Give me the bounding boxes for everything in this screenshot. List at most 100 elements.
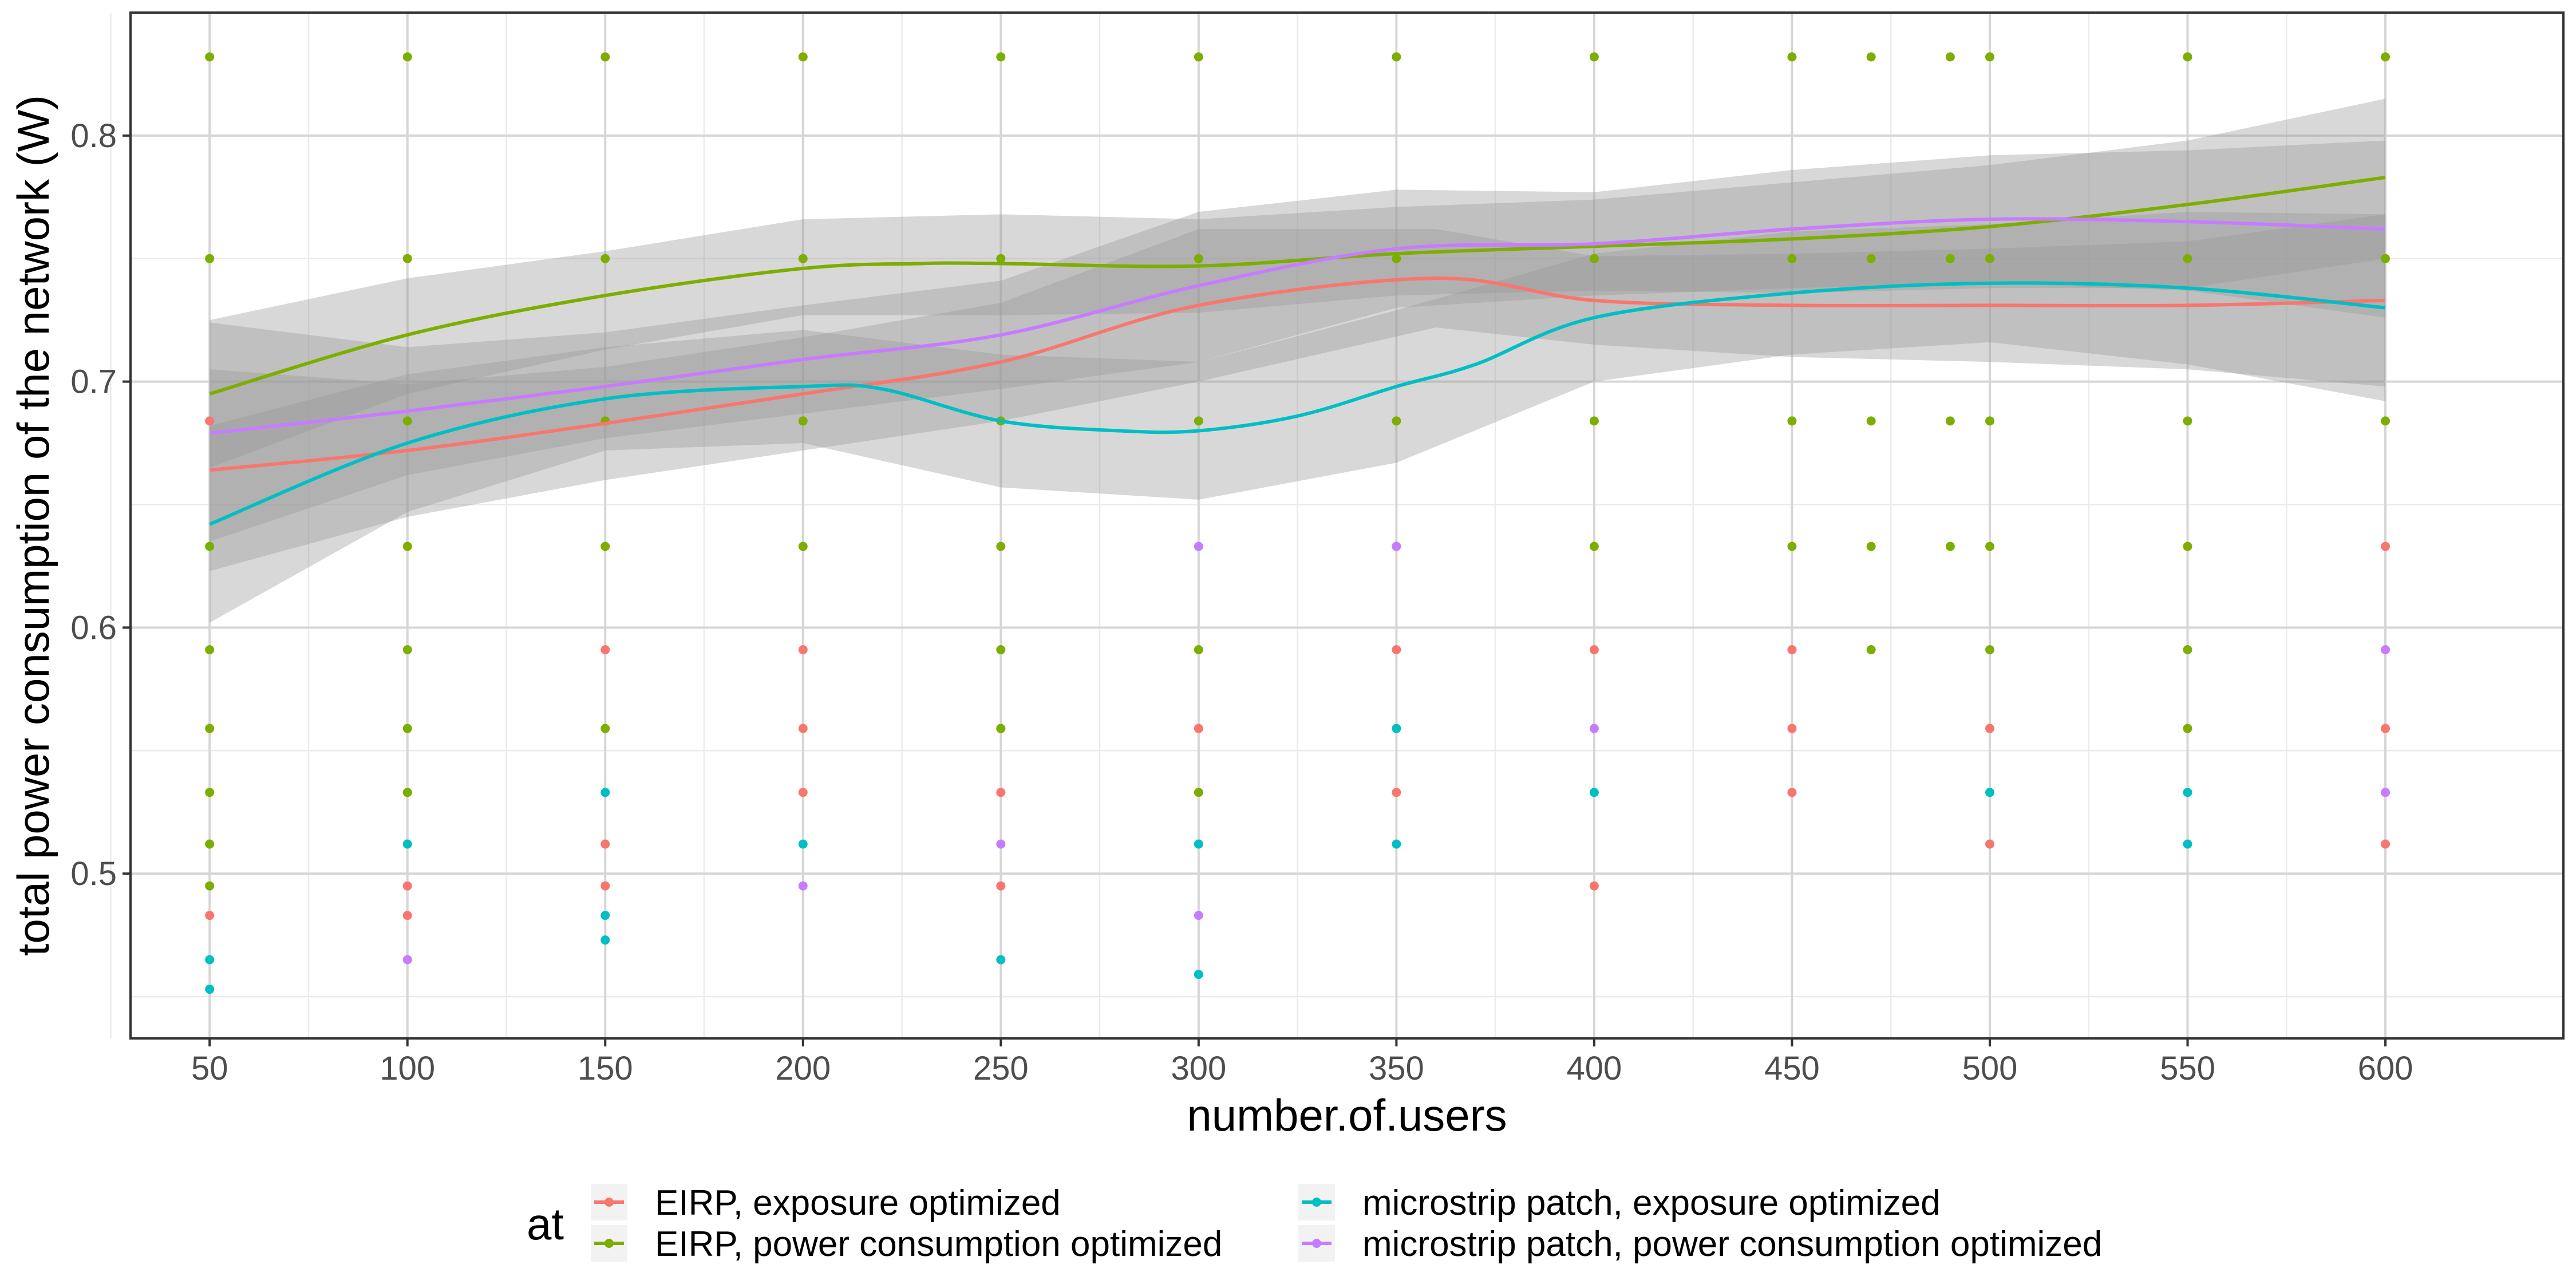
data-point: [1194, 645, 1203, 655]
data-point: [798, 416, 808, 426]
legend-key-point: [605, 1198, 614, 1207]
smooth-line: [209, 276, 2386, 472]
data-point: [1985, 839, 1994, 849]
data-point: [2381, 416, 2391, 426]
data-point: [1866, 416, 1876, 426]
data-point: [2381, 839, 2391, 849]
data-point: [1787, 724, 1797, 733]
data-point: [1589, 542, 1599, 551]
y-tick-label: 0.5: [70, 855, 117, 892]
data-point: [1589, 416, 1599, 426]
data-point: [205, 52, 215, 62]
data-point: [798, 645, 808, 655]
data-point: [1392, 254, 1401, 263]
data-point: [205, 911, 215, 920]
data-point: [1392, 839, 1401, 849]
data-point: [600, 542, 610, 551]
x-tick-label: 150: [578, 1050, 633, 1087]
data-point: [402, 881, 412, 891]
legend-key-point: [1312, 1239, 1321, 1248]
data-point: [798, 724, 808, 733]
data-point: [1589, 724, 1599, 733]
data-point: [205, 881, 215, 891]
data-point: [402, 955, 412, 965]
data-point: [996, 724, 1006, 733]
data-point: [798, 788, 808, 797]
data-point: [1194, 911, 1203, 920]
data-point: [1985, 724, 1994, 733]
data-point: [205, 955, 215, 965]
confidence-band: [210, 98, 2386, 468]
data-point: [1194, 839, 1203, 849]
data-point: [798, 542, 808, 551]
data-point: [996, 955, 1006, 965]
legend-key-point: [605, 1239, 614, 1248]
data-point: [1985, 542, 1994, 551]
data-point: [1985, 645, 1994, 655]
data-point: [1866, 645, 1876, 655]
data-point: [1194, 788, 1203, 797]
data-point: [2183, 416, 2192, 426]
data-point: [402, 788, 412, 797]
data-point: [798, 881, 808, 891]
data-point: [1945, 52, 1955, 62]
data-point: [402, 911, 412, 920]
data-point: [996, 788, 1006, 797]
data-point: [2381, 645, 2391, 655]
data-point: [2183, 254, 2192, 263]
x-tick-label: 300: [1171, 1050, 1226, 1087]
data-point: [402, 52, 412, 62]
y-axis-ticks: 0.5 0.6 0.7 0.8: [70, 117, 131, 892]
data-point: [600, 881, 610, 891]
data-point: [600, 911, 610, 920]
data-point: [1866, 254, 1876, 263]
data-point: [798, 839, 808, 849]
data-point: [798, 254, 808, 263]
data-point: [1985, 416, 1994, 426]
data-point: [1194, 724, 1203, 733]
data-point: [2183, 52, 2192, 62]
data-point: [1945, 542, 1955, 551]
data-point: [2183, 542, 2192, 551]
data-point: [1392, 645, 1401, 655]
data-point: [2183, 645, 2192, 655]
legend-title: at: [527, 1199, 564, 1249]
y-tick-label: 0.8: [70, 117, 117, 155]
data-point: [600, 254, 610, 263]
legend-label: EIRP, exposure optimized: [655, 1183, 1061, 1223]
x-tick-label: 450: [1764, 1050, 1820, 1087]
data-point: [1392, 788, 1401, 797]
confidence-band: [210, 214, 2386, 571]
data-point: [1392, 724, 1401, 733]
data-point: [600, 935, 610, 945]
data-point: [1392, 52, 1401, 62]
data-point: [1589, 881, 1599, 891]
data-point: [2381, 542, 2391, 551]
smooth-line: [209, 281, 2386, 526]
data-point: [798, 52, 808, 62]
data-point: [402, 254, 412, 263]
data-point: [402, 416, 412, 426]
data-point: [2381, 788, 2391, 797]
data-point: [2381, 52, 2391, 62]
data-point: [402, 724, 412, 733]
data-point: [1194, 416, 1203, 426]
data-point: [402, 645, 412, 655]
data-point: [2183, 788, 2192, 797]
x-tick-label: 500: [1962, 1050, 2018, 1087]
data-point: [1787, 52, 1797, 62]
data-point: [402, 839, 412, 849]
data-point: [1392, 542, 1401, 551]
data-point: [600, 724, 610, 733]
data-point: [1787, 254, 1797, 263]
legend-label: EIRP, power consumption optimized: [655, 1224, 1222, 1264]
x-tick-label: 600: [2358, 1050, 2413, 1087]
legend-key-point: [1312, 1198, 1321, 1207]
legend-label: microstrip patch, power consumption opti…: [1362, 1224, 2102, 1264]
data-point: [205, 724, 215, 733]
y-tick-label: 0.6: [70, 609, 117, 646]
data-point: [2183, 839, 2192, 849]
data-point: [1985, 52, 1994, 62]
data-point: [1194, 970, 1203, 979]
